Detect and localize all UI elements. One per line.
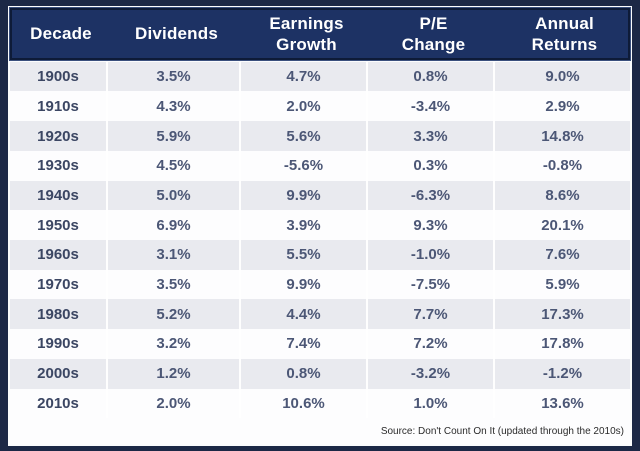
table-row: 1950s 6.9% 3.9% 9.3% 20.1% — [10, 210, 630, 240]
table-row: 1970s 3.5% 9.9% -7.5% 5.9% — [10, 269, 630, 300]
earnings-growth-cell: 3.9% — [241, 210, 368, 240]
decade-cell: 1960s — [10, 240, 108, 270]
decade-cell: 1930s — [10, 150, 108, 181]
earnings-growth-cell: 4.4% — [241, 299, 368, 330]
pe-change-cell: -7.5% — [368, 269, 495, 300]
table-header-row: Decade Dividends Earnings Growth P/E Cha… — [10, 8, 630, 60]
annual-returns-cell: -0.8% — [542, 157, 583, 175]
decade-cell: 2000s — [10, 358, 108, 389]
pe-change-cell: 9.3% — [368, 210, 495, 240]
annual-returns-cell: 2.9% — [545, 97, 580, 115]
decade-cell: 1990s — [10, 329, 108, 359]
annual-returns-cell: 9.0% — [545, 68, 580, 86]
pe-change-cell: -3.4% — [368, 91, 495, 122]
earnings-growth-cell: -5.6% — [241, 150, 368, 181]
decade-cell: 1950s — [10, 210, 108, 240]
pe-change-cell: 0.3% — [368, 150, 495, 181]
dividends-cell: 5.2% — [108, 299, 241, 330]
earnings-growth-cell: 5.5% — [241, 240, 368, 270]
dividends-cell: 3.5% — [108, 61, 241, 92]
header-label: Growth — [276, 34, 337, 54]
annual-returns-cell: 13.6% — [541, 394, 584, 412]
decade-cell: 1920s — [10, 121, 108, 151]
pe-change-cell: 1.0% — [368, 388, 495, 419]
table-row: 1910s 4.3% 2.0% -3.4% 2.9% — [10, 91, 630, 122]
dividends-cell: 1.2% — [108, 358, 241, 389]
table-row: 2010s 2.0% 10.6% 1.0% 13.6% — [10, 388, 630, 419]
decade-cell: 1910s — [10, 91, 108, 122]
earnings-growth-cell: 7.4% — [241, 329, 368, 359]
annual-returns-cell: 17.8% — [541, 335, 584, 353]
decade-cell: 1900s — [10, 61, 108, 92]
table-row: 1900s 3.5% 4.7% 0.8% 9.0% — [10, 61, 630, 92]
table-row: 1940s 5.0% 9.9% -6.3% 8.6% — [10, 180, 630, 211]
pe-change-cell: -6.3% — [368, 180, 495, 211]
dividends-cell: 3.2% — [108, 329, 241, 359]
pe-change-cell: 0.8% — [368, 61, 495, 92]
dividends-cell: 2.0% — [108, 388, 241, 419]
dividends-cell: 4.3% — [108, 91, 241, 122]
earnings-growth-cell: 0.8% — [241, 358, 368, 389]
header-label: Decade — [30, 24, 92, 44]
earnings-growth-cell: 10.6% — [241, 388, 368, 419]
table-row: 1980s 5.2% 4.4% 7.7% 17.3% — [10, 299, 630, 330]
header-cell-dividends: Dividends — [110, 10, 243, 58]
dividends-cell: 6.9% — [108, 210, 241, 240]
header-label: Earnings — [269, 13, 344, 33]
table-panel: Decade Dividends Earnings Growth P/E Cha… — [8, 6, 632, 446]
earnings-growth-cell: 9.9% — [241, 180, 368, 211]
annual-returns-cell: 8.6% — [545, 186, 580, 204]
dividends-cell: 3.5% — [108, 269, 241, 300]
header-label: Dividends — [134, 24, 219, 44]
table-footer: Source: Don't Count On It (updated throu… — [10, 418, 630, 444]
dividends-cell: 4.5% — [108, 150, 241, 181]
table-row: 2000s 1.2% 0.8% -3.2% -1.2% — [10, 358, 630, 389]
pe-change-cell: 3.3% — [368, 121, 495, 151]
annual-returns-cell: 20.1% — [541, 216, 584, 234]
decade-cell: 1980s — [10, 299, 108, 330]
pe-change-cell: -3.2% — [368, 358, 495, 389]
header-cell-earnings-growth: Earnings Growth — [243, 10, 370, 58]
table-row: 1990s 3.2% 7.4% 7.2% 17.8% — [10, 329, 630, 359]
header-label: Annual — [535, 13, 594, 33]
decade-cell: 1970s — [10, 269, 108, 300]
earnings-growth-cell: 4.7% — [241, 61, 368, 92]
earnings-growth-cell: 2.0% — [241, 91, 368, 122]
table-body: 1900s 3.5% 4.7% 0.8% 9.0% 1910s 4.3% 2.0… — [10, 61, 630, 419]
table-row: 1960s 3.1% 5.5% -1.0% 7.6% — [10, 240, 630, 270]
dividends-cell: 5.0% — [108, 180, 241, 211]
header-cell-annual-returns: Annual Returns — [497, 10, 632, 58]
pe-change-cell: 7.2% — [368, 329, 495, 359]
annual-returns-cell: 17.3% — [541, 305, 584, 323]
header-cell-decade: Decade — [12, 10, 110, 58]
pe-change-cell: -1.0% — [368, 240, 495, 270]
header-label: Change — [401, 34, 466, 54]
header-label: P/E — [419, 13, 448, 33]
earnings-growth-cell: 5.6% — [241, 121, 368, 151]
earnings-growth-cell: 9.9% — [241, 269, 368, 300]
annual-returns-cell: -1.2% — [542, 365, 583, 383]
decade-cell: 2010s — [10, 388, 108, 419]
annual-returns-cell: 7.6% — [545, 246, 580, 264]
annual-returns-cell: 14.8% — [541, 127, 584, 145]
header-label: Returns — [531, 34, 598, 54]
pe-change-cell: 7.7% — [368, 299, 495, 330]
header-cell-pe-change: P/E Change — [370, 10, 497, 58]
table-row: 1930s 4.5% -5.6% 0.3% -0.8% — [10, 150, 630, 181]
annual-returns-cell: 5.9% — [545, 276, 580, 294]
dividends-cell: 5.9% — [108, 121, 241, 151]
source-note: Source: Don't Count On It (updated throu… — [380, 425, 624, 437]
dividends-cell: 3.1% — [108, 240, 241, 270]
table-row: 1920s 5.9% 5.6% 3.3% 14.8% — [10, 121, 630, 151]
decade-cell: 1940s — [10, 180, 108, 211]
